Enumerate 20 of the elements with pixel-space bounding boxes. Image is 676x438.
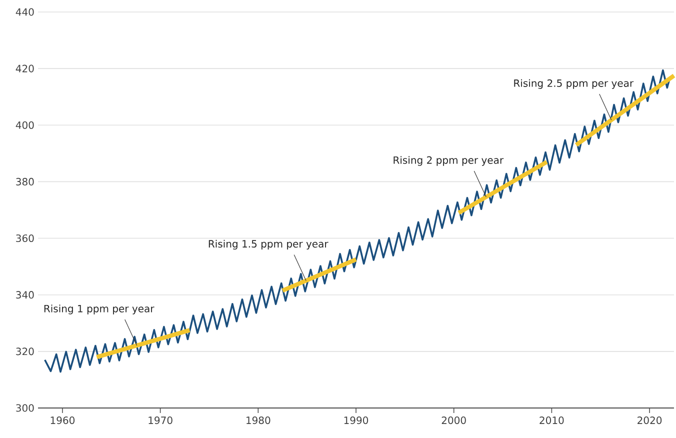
annotation: Rising 1.5 ppm per year [208, 240, 328, 250]
x-tick-label: 1990 [344, 416, 368, 424]
y-tick-label: 420 [16, 64, 34, 72]
y-tick-label: 340 [16, 291, 34, 299]
y-tick-label: 360 [16, 234, 34, 242]
x-tick-label: 2020 [638, 416, 662, 424]
x-tick-label: 1970 [148, 416, 172, 424]
y-tick-label: 440 [16, 8, 34, 16]
x-tick-label: 2010 [540, 416, 564, 424]
line-series [44, 69, 671, 373]
annotation: Rising 2 ppm per year [394, 156, 504, 166]
y-tick-label: 400 [16, 121, 34, 129]
y-tick-label: 300 [16, 404, 34, 412]
x-tick-label: 1960 [50, 416, 75, 424]
y-tick-label: 320 [16, 348, 34, 356]
x-tick-label: 1980 [246, 416, 270, 424]
annotation: Rising 1 ppm per year [44, 304, 154, 314]
y-tick-label: 380 [16, 178, 34, 186]
x-tick-label: 2000 [442, 416, 466, 424]
annotation: Rising 2.5 ppm per year [514, 79, 634, 89]
